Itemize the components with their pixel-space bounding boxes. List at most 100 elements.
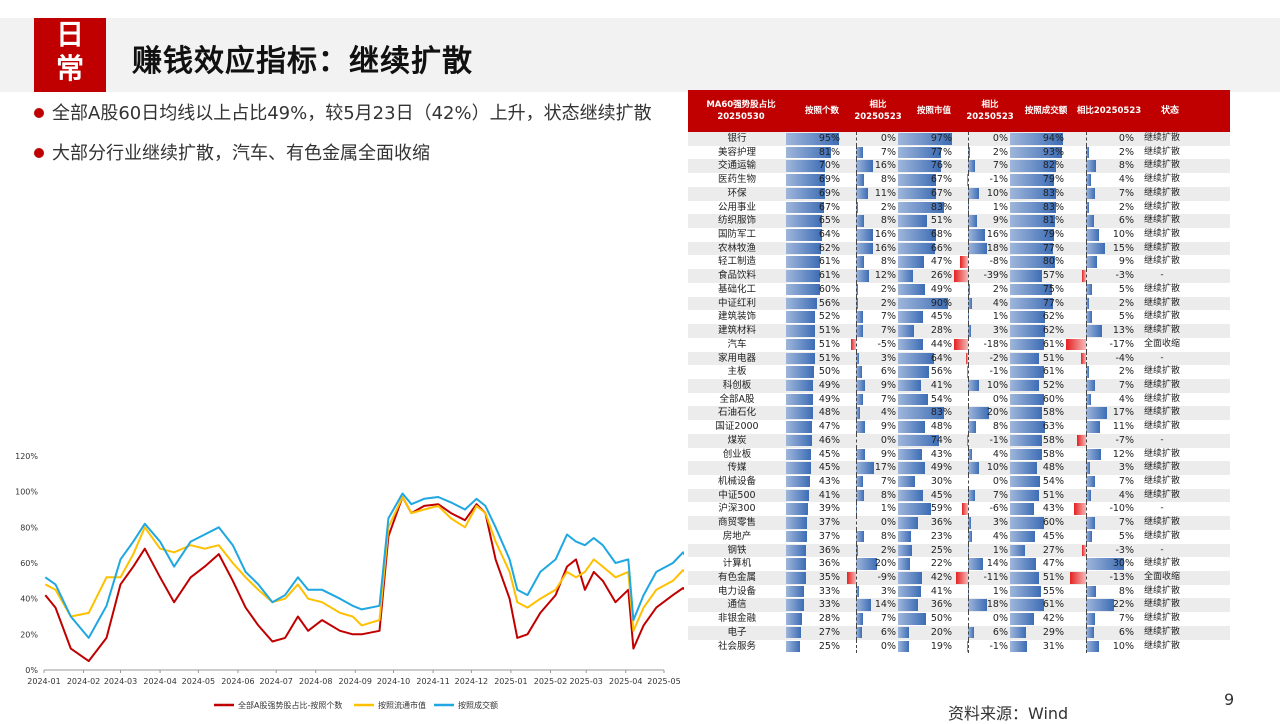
cell-value: 45% [930, 311, 952, 323]
header-cell-mv: 按照市值 [916, 106, 951, 116]
cell-value: 2% [880, 201, 896, 213]
zero-axis-line [968, 378, 969, 393]
change-bar [856, 407, 861, 419]
change-cell-amt_chg: -17% [1066, 337, 1136, 352]
change-bar [968, 530, 973, 543]
zero-axis-line [968, 296, 969, 311]
cell-value: 94% [1042, 133, 1064, 144]
row-name: 机械设备 [717, 475, 756, 487]
row-status: 继续扩散 [1143, 201, 1180, 212]
cell-value: 44% [930, 338, 952, 350]
value-bar [1010, 475, 1041, 488]
zero-axis-line [856, 132, 857, 146]
cell-value: 77% [1042, 242, 1064, 254]
bar-cell-amt: 58% [1010, 448, 1066, 462]
bar-cell-mv: 90% [898, 297, 954, 311]
zero-axis-line [1086, 378, 1087, 393]
zero-axis-line [968, 543, 969, 558]
value-bar [898, 640, 909, 653]
zero-axis-line [856, 447, 857, 462]
page-number: 9 [1224, 690, 1235, 709]
zero-axis-line [968, 214, 969, 229]
change-cell-amt_chg: 3% [1066, 461, 1136, 475]
cell-value: 2% [880, 297, 896, 309]
cell-value: 41% [818, 489, 840, 501]
bar-cell-amt: 55% [1010, 585, 1066, 599]
change-cell-amt_chg: 6% [1066, 625, 1136, 640]
cell-value: 14% [874, 599, 896, 611]
zero-axis-line [968, 337, 969, 352]
cell-value: 2% [992, 283, 1008, 295]
bar-cell-count: 61% [786, 255, 842, 269]
zero-axis-line [968, 255, 969, 270]
change-cell-count_chg: 17% [842, 461, 898, 475]
row-status: 继续扩散 [1143, 146, 1180, 157]
value-bar [898, 626, 910, 639]
row-name: 房地产 [722, 530, 752, 542]
zero-axis-line [856, 228, 857, 242]
change-cell-amt_chg: 2% [1066, 200, 1136, 215]
cell-value: 16% [874, 229, 896, 241]
change-bar [856, 585, 860, 598]
zero-axis-line [968, 145, 969, 160]
bullet-text: 大部分行业继续扩散，汽车、有色金属全面收缩 [52, 143, 430, 164]
change-cell-amt_chg: 4% [1066, 392, 1136, 407]
cell-value: 48% [930, 421, 952, 433]
cell-value: 0% [880, 434, 896, 446]
bar-cell-mv: 66% [898, 242, 954, 256]
row-status: 继续扩散 [1143, 160, 1180, 171]
row-name: 中证500 [718, 489, 756, 501]
change-cell-count_chg: 7% [842, 392, 898, 407]
row-name: 基础化工 [717, 283, 756, 295]
change-bar [968, 242, 987, 255]
series-line-1 [44, 496, 684, 663]
table-row: 有色金属 35% -9% 42% -11% 51% -13% 全面收缩 [688, 571, 1230, 585]
cell-value: 0% [992, 613, 1008, 625]
cell-value: 61% [1042, 599, 1064, 611]
bar-cell-mv: 30% [898, 475, 954, 489]
zero-axis-line [1086, 351, 1087, 366]
change-cell-mv_chg: 16% [954, 228, 1010, 242]
cell-value: 61% [1042, 338, 1064, 350]
zero-axis-line [856, 186, 857, 201]
value-bar [1010, 613, 1034, 625]
series-line-2 [44, 496, 684, 632]
cell-value: 4% [1118, 393, 1134, 405]
page-title: 赚钱效应指标：继续扩散 [132, 44, 473, 79]
value-bar [898, 174, 936, 186]
table-row: 中证红利 56% 2% 90% 4% 77% 2% 继续扩散 [688, 296, 1230, 311]
y-tick-label: 20% [20, 630, 38, 639]
bar-cell-mv: 43% [898, 448, 954, 462]
cell-value: 49% [818, 393, 840, 405]
change-cell-mv_chg: 1% [954, 310, 1010, 325]
cell-value: 68% [930, 229, 952, 241]
row-status: 继续扩散 [1143, 421, 1180, 432]
bar-cell-amt: 61% [1010, 598, 1066, 612]
cell-value: 1% [992, 585, 1008, 597]
row-status: 继续扩散 [1143, 133, 1180, 143]
cell-value: 22% [1112, 599, 1134, 611]
cell-value: 69% [818, 174, 840, 186]
change-bar [1086, 640, 1099, 653]
cell-value: -10% [1109, 503, 1134, 515]
value-bar [1010, 503, 1035, 515]
change-bar [1082, 544, 1086, 557]
change-cell-mv_chg: 20% [954, 406, 1010, 421]
cell-value: 83% [1042, 187, 1064, 199]
change-cell-mv_chg: 3% [954, 324, 1010, 338]
change-cell-mv_chg: 0% [954, 612, 1010, 626]
cell-value: 39% [818, 503, 840, 515]
value-bar [1010, 379, 1040, 392]
value-bar [786, 434, 812, 447]
value-bar [786, 325, 815, 337]
cell-value: 2% [880, 283, 896, 295]
table-row: 轻工制造 61% 8% 47% -8% 80% 9% 继续扩散 [688, 255, 1230, 270]
value-bar [786, 407, 813, 419]
cell-value: 58% [1042, 407, 1064, 419]
value-bar [898, 311, 924, 323]
cell-value: 22% [930, 558, 952, 570]
value-bar [1010, 242, 1054, 255]
change-bar [856, 187, 868, 200]
cell-value: -6% [989, 503, 1009, 515]
value-bar [898, 421, 925, 433]
